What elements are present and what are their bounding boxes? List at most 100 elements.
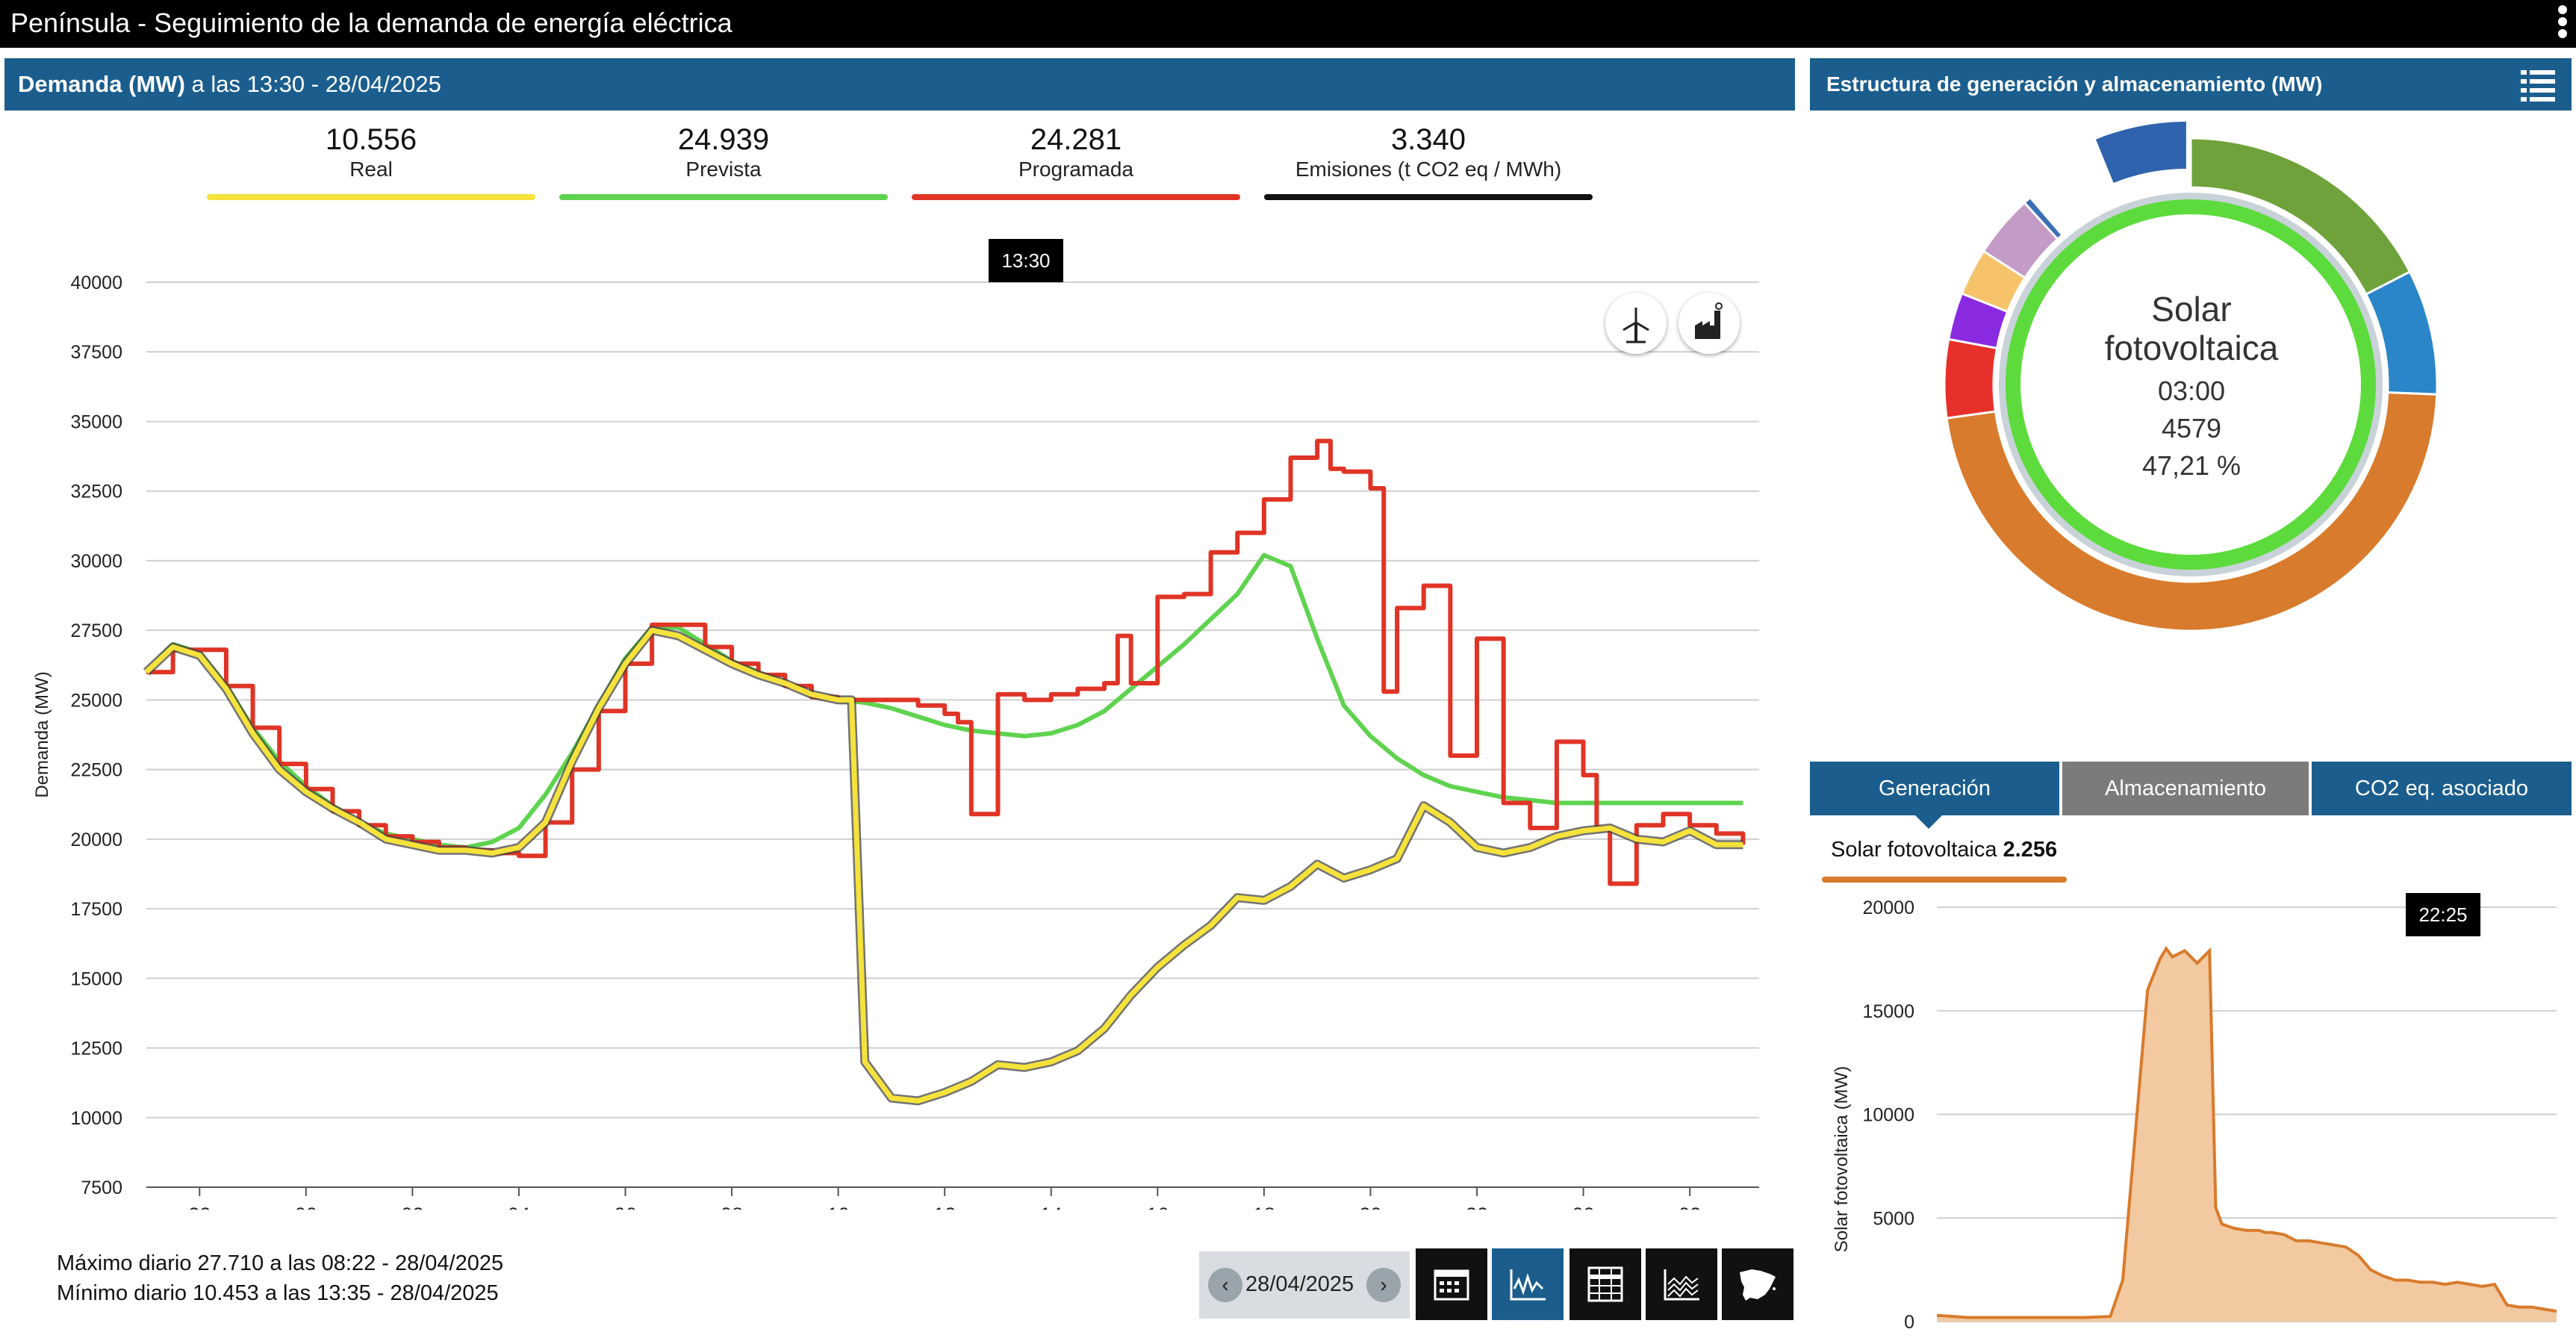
kpi-programada[interactable]: 24.281 Programada	[912, 122, 1240, 200]
generation-donut[interactable]	[1944, 119, 2437, 642]
kpi-label: Programada	[1018, 158, 1134, 181]
x-tick-label: 00	[295, 1204, 317, 1210]
structure-panel-header: Estructura de generación y almacenamient…	[1810, 58, 2572, 111]
y-axis-label: Solar fotovoltaica (MW)	[1832, 1066, 1852, 1252]
y-tick-label: 10000	[70, 1108, 122, 1129]
generation-series-label: Solar fotovoltaica 2.256	[1831, 836, 2057, 863]
kpi-value: 24.281	[1030, 123, 1122, 156]
kpi-color-bar	[559, 194, 888, 200]
x-tick-label: 14	[1040, 1204, 1063, 1210]
donut-segment	[2029, 155, 2118, 237]
y-tick-label: 35000	[70, 411, 122, 432]
small-time-tooltip: 22:25	[2406, 893, 2480, 936]
chevron-right-icon[interactable]: ›	[1366, 1268, 1401, 1302]
daily-min-text: Mínimo diario 10.453 a las 13:35 - 28/04…	[57, 1281, 499, 1305]
x-tick-label: 06	[614, 1204, 636, 1210]
y-tick-label: 27500	[70, 620, 122, 641]
time-tooltip: 13:30	[989, 239, 1063, 282]
donut-time: 03:00	[2157, 376, 2226, 406]
tab-co2[interactable]: CO2 eq. asociado	[2312, 762, 2572, 815]
chevron-left-icon[interactable]: ‹	[1208, 1268, 1242, 1302]
date-selector: ‹ 28/04/2025 ›	[1199, 1251, 1410, 1319]
x-tick-label: 08	[721, 1204, 743, 1210]
y-tick-label: 20000	[1862, 897, 1914, 918]
factory-icon[interactable]	[1679, 293, 1740, 354]
demand-panel-header: Demanda (MW) a las 13:30 - 28/04/2025	[4, 58, 1795, 111]
x-tick-label: 02	[401, 1204, 423, 1210]
x-tick-label: 22	[188, 1204, 211, 1210]
demand-panel-title: Demanda (MW)	[18, 71, 185, 97]
donut-percent: 47,21 %	[2141, 450, 2241, 481]
current-date[interactable]: 28/04/2025	[1245, 1272, 1354, 1296]
x-tick-label: 22	[1466, 1204, 1488, 1210]
y-tick-label: 25000	[70, 690, 122, 711]
solar-area	[1937, 948, 2557, 1322]
more-options-icon[interactable]	[2555, 3, 2570, 45]
series-real-line	[144, 627, 1743, 1104]
structure-panel-title: Estructura de generación y almacenamient…	[1826, 72, 2323, 96]
donut-segment	[2092, 119, 2188, 186]
table-button[interactable]	[1569, 1248, 1641, 1320]
area-chart-icon	[1664, 1269, 1699, 1301]
y-tick-label: 10000	[1862, 1105, 1914, 1126]
calendar-icon	[1434, 1269, 1469, 1301]
y-axis-label: Demanda (MW)	[32, 671, 52, 797]
map-button[interactable]	[1722, 1248, 1793, 1320]
y-tick-label: 17500	[70, 899, 122, 920]
series-value: 2.256	[2003, 838, 2058, 862]
app-title: Península - Seguimiento de la demanda de…	[10, 7, 732, 38]
x-tick-label: 00	[1572, 1204, 1595, 1210]
y-tick-label: 5000	[1873, 1208, 1914, 1229]
y-tick-label: 30000	[70, 551, 122, 572]
donut-source-line1: Solar	[2151, 290, 2232, 329]
y-tick-label: 12500	[70, 1039, 122, 1060]
donut-value: 4579	[2161, 413, 2222, 444]
donut-inner-track	[1999, 193, 2383, 576]
kpi-value: 10.556	[325, 123, 417, 156]
y-tick-label: 7500	[81, 1177, 122, 1198]
top-bar: Península - Seguimiento de la demanda de…	[0, 0, 2576, 48]
kpi-real[interactable]: 10.556 Real	[207, 122, 535, 200]
x-tick-label: 02	[1679, 1204, 1701, 1210]
x-tick-label: 12	[933, 1204, 956, 1210]
wind-turbine-icon[interactable]	[1605, 293, 1667, 354]
tab-generacion[interactable]: Generación	[1810, 762, 2059, 815]
series-programada-line	[146, 438, 1746, 886]
kpi-prevista[interactable]: 24.939 Prevista	[559, 122, 888, 200]
y-tick-label: 32500	[70, 482, 122, 503]
x-tick-label: 04	[508, 1204, 530, 1210]
list-menu-icon[interactable]	[2519, 66, 2557, 103]
y-tick-label: 15000	[70, 968, 122, 989]
kpi-value: 24.939	[677, 123, 770, 156]
y-tick-label: 40000	[70, 273, 122, 293]
kpi-color-bar	[912, 194, 1240, 200]
series-color-bar	[1822, 877, 2067, 883]
solar-chart[interactable]: 0 5000 10000 15000 20000 Solar fotovoltaica (…	[1810, 892, 2572, 1340]
series-name: Solar fotovoltaica	[1831, 838, 1997, 862]
demand-chart[interactable]: 7500 10000 12500 15000 17500 20000 22500 25000 2…	[0, 224, 1792, 1210]
tab-almacenamiento[interactable]: Almacenamiento	[2062, 762, 2309, 815]
line-chart-button[interactable]	[1492, 1248, 1564, 1320]
daily-max-text: Máximo diario 27.710 a las 08:22 - 28/04…	[57, 1251, 504, 1275]
x-tick-label: 16	[1146, 1204, 1169, 1210]
area-chart-button[interactable]	[1646, 1248, 1717, 1320]
kpi-color-bar	[207, 194, 535, 200]
donut-segment	[1945, 391, 2437, 632]
x-tick-label: 20	[1359, 1204, 1381, 1210]
x-tick-label: 10	[827, 1204, 850, 1210]
kpi-label: Prevista	[685, 158, 762, 181]
spain-map-icon	[1740, 1269, 1776, 1301]
calendar-button[interactable]	[1416, 1248, 1487, 1320]
kpi-color-bar	[1264, 194, 1593, 200]
solar-line	[1936, 945, 2557, 1319]
kpi-value: 3.340	[1390, 123, 1466, 156]
donut-segment	[1944, 337, 1999, 420]
y-tick-label: 0	[1904, 1312, 1914, 1333]
kpi-emisiones[interactable]: 3.340 Emisiones (t CO2 eq / MWh)	[1264, 122, 1593, 200]
kpi-label: Real	[349, 158, 393, 181]
y-tick-label: 37500	[70, 342, 122, 363]
table-icon	[1587, 1266, 1623, 1302]
tab-pointer	[1914, 814, 1944, 829]
donut-center	[2022, 216, 2359, 553]
y-tick-label: 20000	[70, 830, 122, 850]
